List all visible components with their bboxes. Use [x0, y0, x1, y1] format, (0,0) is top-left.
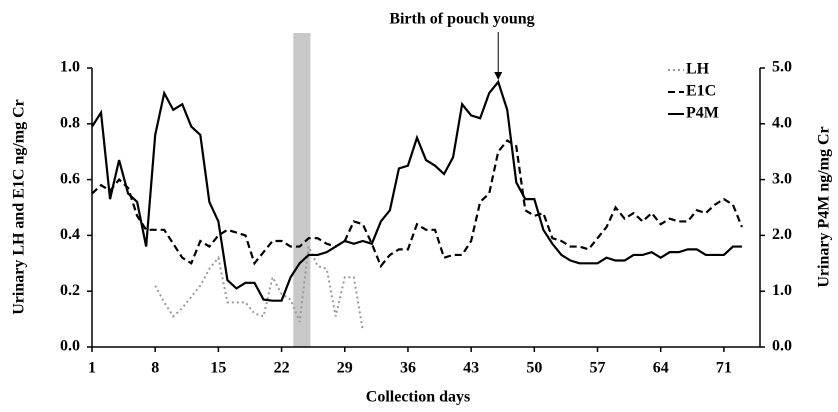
x-tick-label: 64 — [653, 360, 669, 377]
y2-tick-label: 2.0 — [772, 226, 792, 243]
y2-tick-label: 3.0 — [772, 170, 792, 187]
y-tick-label: 0.8 — [60, 114, 80, 131]
x-tick-label: 57 — [590, 360, 606, 377]
y-tick-label: 1.0 — [60, 59, 80, 76]
y-axis-label: Urinary LH and E1C ng/mg Cr — [11, 99, 28, 315]
series-line — [154, 242, 364, 331]
series-line — [91, 79, 742, 302]
y2-tick-label: 4.0 — [772, 114, 792, 131]
x-tick-label: 29 — [337, 360, 353, 377]
y2-tick-label: 0.0 — [772, 338, 792, 355]
y-tick-label: 0.4 — [60, 226, 80, 243]
y2-axis-label: Urinary P4M ng/mg Cr — [816, 126, 833, 287]
series-line — [91, 139, 743, 269]
y2-tick-label: 1.0 — [772, 282, 792, 299]
shaded-span — [293, 33, 311, 347]
x-tick-label: 15 — [210, 360, 226, 377]
x-tick-label: 43 — [463, 360, 479, 377]
x-axis-label: Collection days — [366, 389, 470, 406]
x-tick-label: 50 — [526, 360, 542, 377]
annotation-arrowhead — [494, 71, 503, 80]
x-tick-label: 71 — [716, 360, 732, 377]
annotation-text: Birth of pouch young — [389, 11, 534, 28]
x-tick-label: 22 — [274, 360, 290, 377]
y-tick-label: 0.6 — [60, 170, 80, 187]
legend-label: P4M — [686, 105, 719, 122]
y-tick-label: 0.2 — [60, 282, 80, 299]
x-tick-label: 8 — [151, 360, 159, 377]
x-tick-label: 36 — [400, 360, 416, 377]
legend-label: E1C — [686, 83, 716, 100]
legend-label: LH — [686, 61, 710, 78]
y2-tick-label: 5.0 — [772, 59, 792, 76]
y-tick-label: 0.0 — [60, 338, 80, 355]
x-tick-label: 1 — [88, 360, 96, 377]
